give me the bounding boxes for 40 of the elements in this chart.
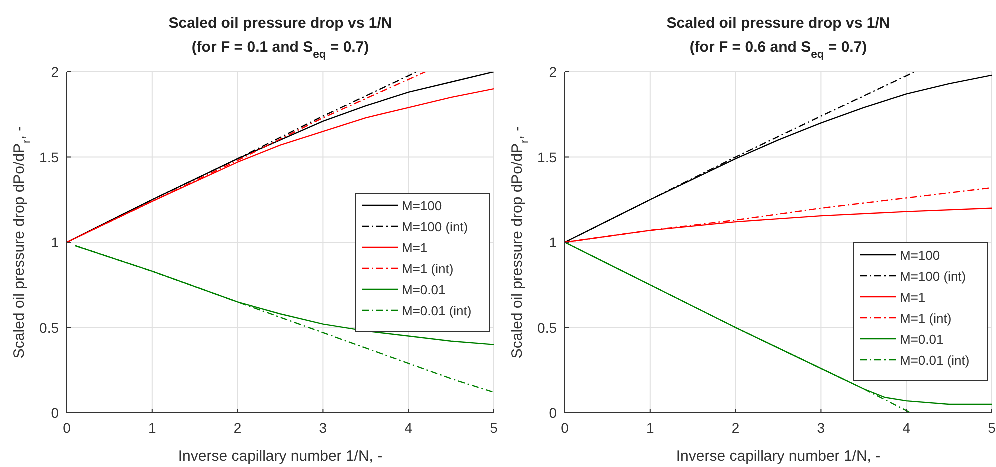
legend-label: M=0.01 bbox=[402, 282, 446, 298]
chart-subtitle: (for F = 0.1 and S$_{eq}$ = 0.7) bbox=[192, 39, 370, 61]
legend-label: M=0.01 bbox=[900, 332, 944, 347]
x-tick-label: 4 bbox=[404, 420, 413, 436]
x-axis-title: Inverse capillary number 1/N, - bbox=[178, 448, 383, 465]
x-tick-label: 4 bbox=[902, 420, 911, 436]
chart-subtitle: (for F = 0.6 and S$_{eq}$ = 0.7) bbox=[690, 39, 868, 61]
y-tick-label: 1.5 bbox=[40, 149, 60, 166]
y-tick-label: 0.5 bbox=[40, 320, 60, 336]
x-tick-label: 2 bbox=[732, 420, 740, 436]
legend-label: M=1 (int) bbox=[900, 311, 952, 326]
legend-label: M=1 (int) bbox=[402, 262, 454, 276]
y-tick-label: 1 bbox=[51, 234, 60, 250]
legend-label: M=0.01 (int) bbox=[900, 353, 970, 368]
legend-label: M=100 (int) bbox=[900, 269, 966, 284]
y-tick-label: 0 bbox=[51, 405, 60, 421]
y-tick-label: 0.5 bbox=[538, 320, 558, 336]
x-tick-label: 2 bbox=[234, 420, 242, 436]
x-tick-label: 0 bbox=[561, 420, 570, 436]
x-tick-label: 0 bbox=[63, 420, 72, 436]
x-tick-label: 1 bbox=[148, 420, 156, 436]
x-tick-label: 1 bbox=[646, 420, 654, 436]
chart-title: Scaled oil pressure drop vs 1/N bbox=[168, 15, 392, 32]
chart-title: Scaled oil pressure drop vs 1/N bbox=[666, 15, 890, 32]
legend-label: M=0.01 (int) bbox=[402, 304, 472, 318]
y-tick-label: 2 bbox=[549, 64, 558, 80]
y-tick-label: 1.5 bbox=[538, 149, 558, 166]
y-tick-label: 0 bbox=[549, 405, 558, 421]
legend-label: M=1 bbox=[900, 290, 926, 305]
legend-label: M=1 bbox=[402, 240, 428, 256]
legend-label: M=100 bbox=[900, 248, 940, 263]
x-tick-label: 5 bbox=[490, 420, 498, 436]
y-tick-label: 1 bbox=[549, 234, 558, 250]
x-tick-label: 5 bbox=[988, 420, 996, 436]
x-tick-label: 3 bbox=[817, 420, 826, 436]
legend-label: M=100 bbox=[402, 198, 442, 214]
y-tick-label: 2 bbox=[51, 64, 60, 80]
x-tick-label: 3 bbox=[319, 420, 328, 436]
legend-label: M=100 (int) bbox=[402, 220, 468, 234]
x-axis-title: Inverse capillary number 1/N, - bbox=[676, 448, 881, 465]
